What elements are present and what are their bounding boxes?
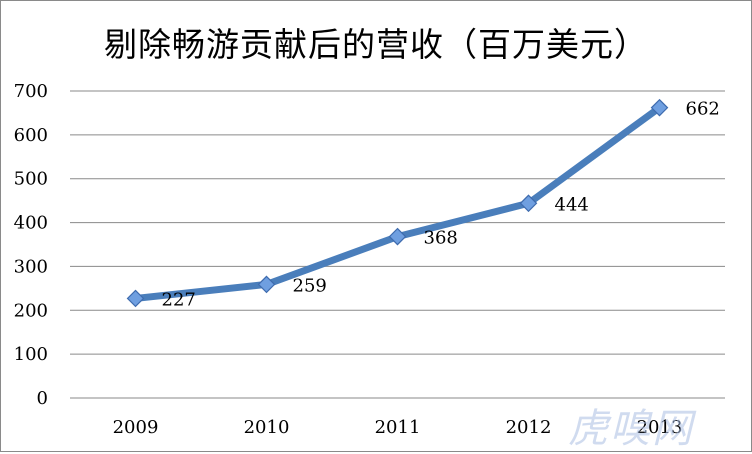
y-tick-label: 200 — [14, 300, 48, 321]
y-tick-label: 0 — [37, 388, 48, 409]
x-tick-label: 2009 — [113, 417, 159, 438]
data-label: 444 — [555, 194, 589, 215]
data-point-marker — [388, 227, 407, 246]
x-axis-ticks: 2009 2010 2011 2012 2013 — [113, 417, 683, 438]
y-axis-ticks: 0 100 200 300 400 500 600 700 — [14, 81, 48, 409]
y-tick-label: 500 — [14, 169, 48, 190]
y-tick-label: 400 — [14, 213, 48, 234]
series-layer — [126, 98, 669, 308]
y-tick-label: 100 — [14, 344, 48, 365]
x-tick-label: 2011 — [375, 417, 421, 438]
data-point-marker — [126, 289, 145, 308]
y-tick-label: 600 — [14, 125, 48, 146]
data-label: 662 — [686, 99, 720, 120]
data-label: 227 — [162, 289, 196, 310]
data-label: 368 — [424, 228, 458, 249]
x-tick-label: 2013 — [637, 417, 683, 438]
x-tick-label: 2010 — [244, 417, 290, 438]
y-tick-label: 300 — [14, 256, 48, 277]
data-point-marker — [650, 98, 669, 117]
y-tick-label: 700 — [14, 81, 48, 102]
watermark-logo: 虎嗅网 — [568, 406, 694, 452]
x-tick-label: 2012 — [506, 417, 552, 438]
data-point-marker — [519, 194, 538, 213]
gridlines — [70, 90, 725, 399]
data-label: 259 — [293, 275, 327, 296]
data-labels: 227 259 368 444 662 — [162, 99, 720, 311]
chart-title: 剔除畅游贡献后的营收（百万美元） — [104, 25, 648, 64]
data-point-marker — [257, 275, 276, 294]
